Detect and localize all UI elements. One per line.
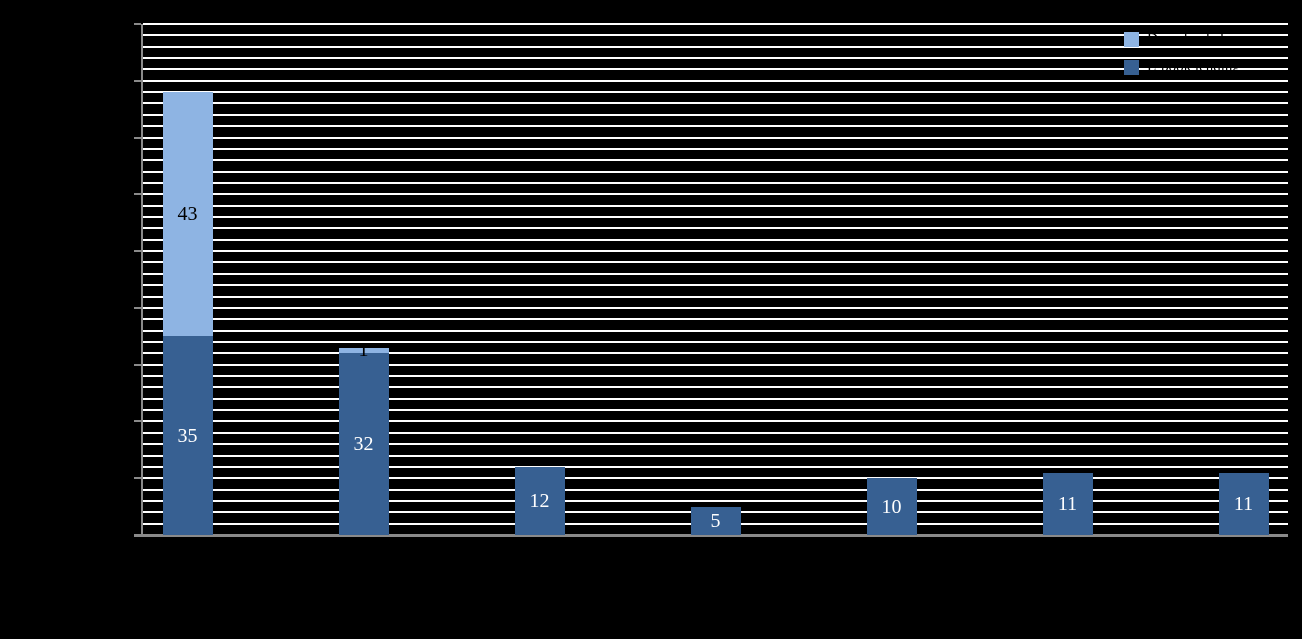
gridline — [143, 499, 1288, 502]
y-axis-tick — [134, 306, 141, 309]
legend-entry: E-book lending — [1124, 60, 1240, 75]
bar-segment-top: 1 — [338, 339, 389, 362]
gridline — [143, 102, 1288, 105]
gridline — [143, 477, 1288, 480]
gridline — [143, 397, 1288, 400]
y-axis-tick — [134, 363, 141, 366]
bar-value-label: 32 — [353, 433, 374, 456]
gridline — [143, 170, 1288, 173]
gridline — [143, 68, 1288, 71]
gridline — [143, 91, 1288, 94]
x-axis-line — [134, 534, 1288, 537]
bar-value-label: 11 — [1233, 492, 1254, 515]
legend-swatch-icon — [1124, 60, 1139, 75]
y-axis-tick — [134, 250, 141, 253]
gridline — [143, 45, 1288, 48]
gridline — [143, 340, 1288, 343]
y-axis-line — [141, 24, 143, 537]
bar-value-label: 35 — [177, 424, 198, 447]
legend-label: E-book lending — [1147, 59, 1240, 75]
y-axis-tick — [134, 23, 141, 25]
plot-area: 35 43 32 1 12 5 10 11 11 — [134, 23, 1288, 537]
gridline — [143, 23, 1288, 25]
gridline — [143, 193, 1288, 196]
gridline — [143, 147, 1288, 150]
gridline — [143, 136, 1288, 139]
bar-segment-bottom: 10 — [866, 478, 917, 535]
bar-segment-top: 43 — [162, 92, 213, 337]
gridline — [143, 238, 1288, 241]
bar-value-label: 10 — [881, 495, 902, 518]
gridline — [143, 204, 1288, 207]
gridline — [143, 352, 1288, 355]
gridline — [143, 409, 1288, 412]
y-axis-tick — [134, 136, 141, 139]
gridline — [143, 159, 1288, 162]
gridline — [143, 363, 1288, 366]
bar-segment-bottom: 11 — [1218, 472, 1269, 535]
bar-value-label: 5 — [710, 509, 721, 532]
gridline — [143, 318, 1288, 321]
legend: Downloaded E-book lending — [1124, 32, 1240, 75]
bar-value-label: 12 — [529, 489, 550, 512]
y-axis-tick — [134, 79, 141, 82]
gridline — [143, 79, 1288, 82]
gridline — [143, 431, 1288, 434]
bar-segment-bottom: 11 — [1042, 472, 1093, 535]
gridline — [143, 465, 1288, 468]
gridline — [143, 34, 1288, 37]
gridline — [143, 295, 1288, 298]
bar-segment-bottom: 32 — [338, 353, 389, 535]
gridline — [143, 113, 1288, 116]
y-axis-tick — [134, 193, 141, 196]
gridline — [143, 227, 1288, 230]
gridline — [143, 386, 1288, 389]
gridline — [143, 454, 1288, 457]
bar-segment-bottom: 12 — [514, 466, 565, 535]
y-axis-tick — [134, 477, 141, 480]
gridline — [143, 250, 1288, 253]
gridline — [143, 306, 1288, 309]
gridline — [143, 284, 1288, 287]
gridline — [143, 261, 1288, 264]
y-axis-tick — [134, 420, 141, 423]
gridline — [143, 125, 1288, 128]
gridline — [143, 420, 1288, 423]
bar-value-label: 1 — [358, 339, 369, 362]
gridline — [143, 181, 1288, 184]
legend-swatch-icon — [1124, 32, 1139, 47]
gridline — [143, 488, 1288, 491]
gridline — [143, 216, 1288, 219]
gridline — [143, 329, 1288, 332]
bar-value-label: 11 — [1057, 492, 1078, 515]
gridline — [143, 375, 1288, 378]
bar-value-label: 43 — [177, 203, 198, 226]
gridline — [143, 443, 1288, 446]
legend-entry: Downloaded — [1124, 32, 1240, 47]
bar-segment-bottom: 35 — [162, 336, 213, 535]
legend-label: Downloaded — [1147, 31, 1224, 47]
gridline — [143, 57, 1288, 60]
bar-segment-bottom: 5 — [690, 506, 741, 535]
gridline — [143, 272, 1288, 275]
